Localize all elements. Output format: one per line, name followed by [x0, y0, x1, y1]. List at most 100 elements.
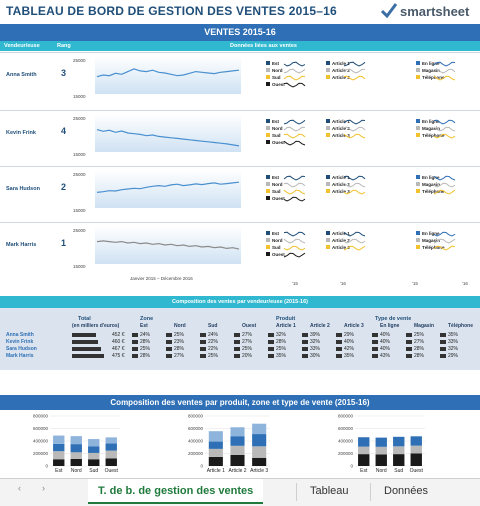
value-indicator — [200, 340, 206, 344]
mini-trend-line — [343, 238, 366, 244]
comp-total: 475 € — [112, 353, 125, 359]
y-tick-label: 800000 — [188, 414, 204, 419]
rep-name[interactable]: Kevin Frink — [6, 130, 36, 136]
comp-col-header: Magasin — [414, 323, 435, 329]
mini-chart: Article 1 Article 2 Article 3 — [326, 61, 366, 81]
comp-value: 25% — [242, 346, 253, 352]
section-title: VENTES 2015-16 — [0, 24, 480, 41]
stacked-bar-segment — [88, 439, 100, 447]
value-indicator — [372, 354, 378, 358]
legend-label: Nord — [272, 126, 283, 131]
comp-rep-name[interactable]: Kevin Frink — [6, 339, 34, 345]
legend-label: Ouest — [272, 252, 285, 257]
mini-trend-line — [283, 175, 306, 181]
dashboard-title: TABLEAU DE BORD DE GESTION DES VENTES 20… — [6, 4, 337, 18]
legend-label: Article 1 — [332, 61, 350, 66]
bottom-title: Composition des ventes par produit, zone… — [0, 395, 480, 410]
comp-value: 28% — [414, 346, 425, 352]
legend-swatch — [266, 126, 270, 130]
comp-value: 39% — [310, 332, 321, 338]
group-sale-type: Type de vente — [375, 316, 412, 322]
mini-trend-line — [283, 68, 306, 74]
value-indicator — [406, 354, 412, 358]
comp-rep-name[interactable]: Mark Harris — [6, 353, 34, 359]
stacked-bar-segment — [70, 458, 82, 466]
comp-value: 25% — [174, 332, 185, 338]
comp-value: 25% — [414, 332, 425, 338]
value-indicator — [268, 333, 274, 337]
mini-trend-line — [283, 61, 306, 67]
trend-svg — [96, 181, 240, 193]
legend-label: Magasin — [422, 182, 440, 187]
legend-swatch — [266, 252, 270, 256]
tab-dashboard[interactable]: T. de b. de gestion des ventes — [88, 479, 264, 504]
y-tick-top: 25000 — [73, 228, 86, 233]
mini-trend-line — [433, 231, 456, 237]
category-label: Article 1 — [207, 468, 225, 474]
mini-trend-line — [283, 126, 306, 132]
tab-next-button[interactable]: › — [42, 483, 45, 493]
y-tick-label: 200000 — [188, 451, 204, 456]
tab-table[interactable]: Tableau — [310, 485, 349, 497]
rep-name[interactable]: Mark Harris — [6, 242, 37, 248]
value-indicator — [440, 333, 446, 337]
tab-prev-button[interactable]: ‹ — [18, 483, 21, 493]
category-label: Article 3 — [250, 468, 268, 474]
comp-value: 35% — [448, 332, 459, 338]
stacked-bar-segment — [53, 435, 65, 444]
comp-value: 35% — [344, 353, 355, 359]
legend-label: Article 3 — [332, 75, 350, 80]
y-tick-top: 25000 — [73, 58, 86, 63]
stacked-bar-segment — [53, 459, 65, 466]
legend-swatch — [326, 126, 330, 130]
stacked-bar-segment — [208, 441, 223, 449]
mini-x-end-1: '16 — [340, 281, 346, 286]
comp-rep-name[interactable]: Sara Hudson — [6, 346, 37, 352]
rep-name[interactable]: Anna Smith — [6, 72, 37, 78]
legend-swatch — [416, 238, 420, 242]
bottom-charts-panel: 800000 600000 400000 200000 0 Est Nord Sud Ouest… — [0, 410, 480, 478]
value-indicator — [166, 354, 172, 358]
rep-name[interactable]: Sara Hudson — [6, 186, 40, 192]
stacked-bar-segment — [208, 448, 223, 457]
y-tick-label: 800000 — [33, 414, 49, 419]
value-indicator — [268, 347, 274, 351]
legend-swatch — [416, 175, 420, 179]
category-label: Sud — [89, 468, 98, 474]
stacked-bar-segment — [358, 446, 370, 455]
legend-label: Téléphone — [422, 133, 445, 138]
category-label: Ouest — [105, 468, 119, 474]
comp-col-header: Ouest — [242, 323, 257, 329]
comp-rep-name[interactable]: Anna Smith — [6, 332, 34, 338]
y-tick-label: 600000 — [33, 426, 49, 431]
comp-value: 40% — [380, 339, 391, 345]
value-indicator — [336, 347, 342, 351]
legend-swatch — [416, 133, 420, 137]
stacked-bar-segment — [410, 436, 422, 446]
y-tick-label: 0 — [45, 464, 48, 469]
legend-label: Article 2 — [332, 126, 350, 131]
col-header-rep: Vendeur/euse — [4, 43, 40, 49]
y-tick-bottom: 15000 — [73, 152, 86, 157]
value-indicator — [440, 340, 446, 344]
legend-label: Sud — [272, 75, 281, 80]
comp-value: 27% — [242, 332, 253, 338]
legend-label: Téléphone — [422, 189, 445, 194]
comp-value: 33% — [448, 339, 459, 345]
tab-data[interactable]: Données — [384, 485, 429, 497]
comp-value: 40% — [380, 332, 391, 338]
group-product: Produit — [276, 316, 296, 322]
category-label: Est — [55, 468, 63, 474]
legend-label: Nord — [272, 182, 283, 187]
mini-trend-line — [343, 182, 366, 188]
mini-chart: Est Nord Sud Ouest — [266, 61, 306, 88]
mini-trend-line — [433, 175, 456, 181]
stacked-bar-segment — [375, 446, 387, 455]
trend-line — [96, 68, 240, 78]
mini-trend-line — [283, 82, 306, 88]
comp-value: 28% — [276, 339, 287, 345]
mini-trend-line — [283, 182, 306, 188]
value-indicator — [372, 340, 378, 344]
comp-value: 40% — [344, 339, 355, 345]
mini-trend-line — [433, 245, 456, 251]
